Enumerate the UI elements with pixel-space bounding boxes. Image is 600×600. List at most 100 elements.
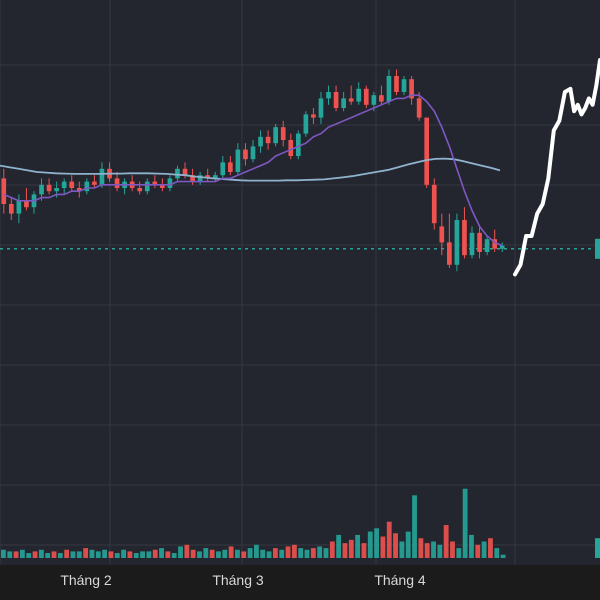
candle-body [39,184,44,195]
volume-bar [89,549,95,558]
candle-body [228,162,233,172]
candle-body [114,178,120,188]
volume-bar [488,538,493,558]
volume-bar [76,551,82,558]
candle-body [394,76,399,92]
volume-bar [266,551,272,558]
candle-body [356,88,362,102]
candle-body [152,181,158,185]
candle-body [409,79,414,99]
volume-bar [254,544,259,558]
volume-bar [57,553,63,558]
volume-bar [367,531,373,558]
volume-bar [431,541,436,558]
candle-body [273,127,278,144]
candle-body [348,98,354,102]
volume-bar [152,549,158,558]
volume-bar [133,553,139,558]
candle-body [24,200,29,208]
volume-bar [450,541,455,558]
candle-body [220,162,226,176]
candle-body [288,140,294,156]
candle-body [341,98,346,108]
volume-bar [336,534,342,558]
candle-body [205,175,211,179]
volume-bar [190,549,196,558]
candle-body [295,133,301,156]
candle-body [16,200,22,214]
volume-bar [386,521,392,558]
candle-body [363,88,369,105]
volume-bar [228,546,234,558]
volume-bar [298,548,304,558]
volume-bar [361,543,367,558]
volume-bar [70,551,76,558]
candle-body [190,175,195,182]
volume-bar [102,549,108,558]
volume-bar [462,488,468,558]
candle-body [250,146,256,160]
candle-body [76,188,82,192]
candle-body [492,239,498,249]
volume-bar [279,549,285,558]
candle-body [84,181,90,192]
volume-bar [140,551,145,558]
volume-bar [178,546,183,558]
candle-body [469,232,475,256]
volume-bar [323,548,329,558]
x-tick-label-apr: Tháng 4 [374,572,426,588]
candle-body [258,136,263,147]
volume-bar [241,551,247,558]
volume-bar [209,549,215,558]
volume-bar [32,551,38,558]
volume-bar [405,531,411,558]
volume-bar [197,551,202,558]
candle-body [424,117,430,185]
volume-bar [481,541,487,558]
volume-bar [159,548,164,558]
plot-area[interactable] [0,0,600,565]
candle-body [144,181,150,192]
candle-body [416,98,422,118]
volume-bar [424,543,430,558]
volume-bar [19,549,25,558]
candle-body [212,175,218,179]
overlay-line [513,58,600,277]
x-axis: Tháng 2 Tháng 3 Tháng 4 [0,565,600,600]
candle-body [197,175,203,182]
candle-body [99,168,105,185]
volume-bar [247,548,253,558]
volume-bar [165,551,171,558]
candle-body [379,95,384,102]
candle-body [92,181,97,185]
volume-bar [412,495,417,558]
volume-bar [304,549,310,558]
candle-body [160,184,165,188]
volume-bar [456,548,462,558]
volume-bar [184,544,190,558]
volume-bar [260,549,266,558]
volume-bar [374,528,379,558]
volume-bar [475,544,481,558]
candle-body [311,114,316,118]
volume-bar [291,544,297,558]
volume-bar [83,548,89,558]
volume-bar [399,541,405,558]
candle-body [182,168,188,176]
candle-body [8,204,14,214]
volume-bar [443,525,449,558]
candle-body [167,178,173,188]
volume-bar [393,533,398,558]
ma-slow-line [0,157,501,182]
volume-bar [329,541,335,558]
volume-bar [45,553,51,558]
volume-bar [108,551,114,558]
candle-body [318,98,324,118]
volume-bar [469,534,474,558]
candle-body [477,232,482,252]
volume-bar [127,551,133,558]
volume-bar [272,548,278,558]
volume-bar [500,554,506,558]
volume-bar [380,536,386,558]
